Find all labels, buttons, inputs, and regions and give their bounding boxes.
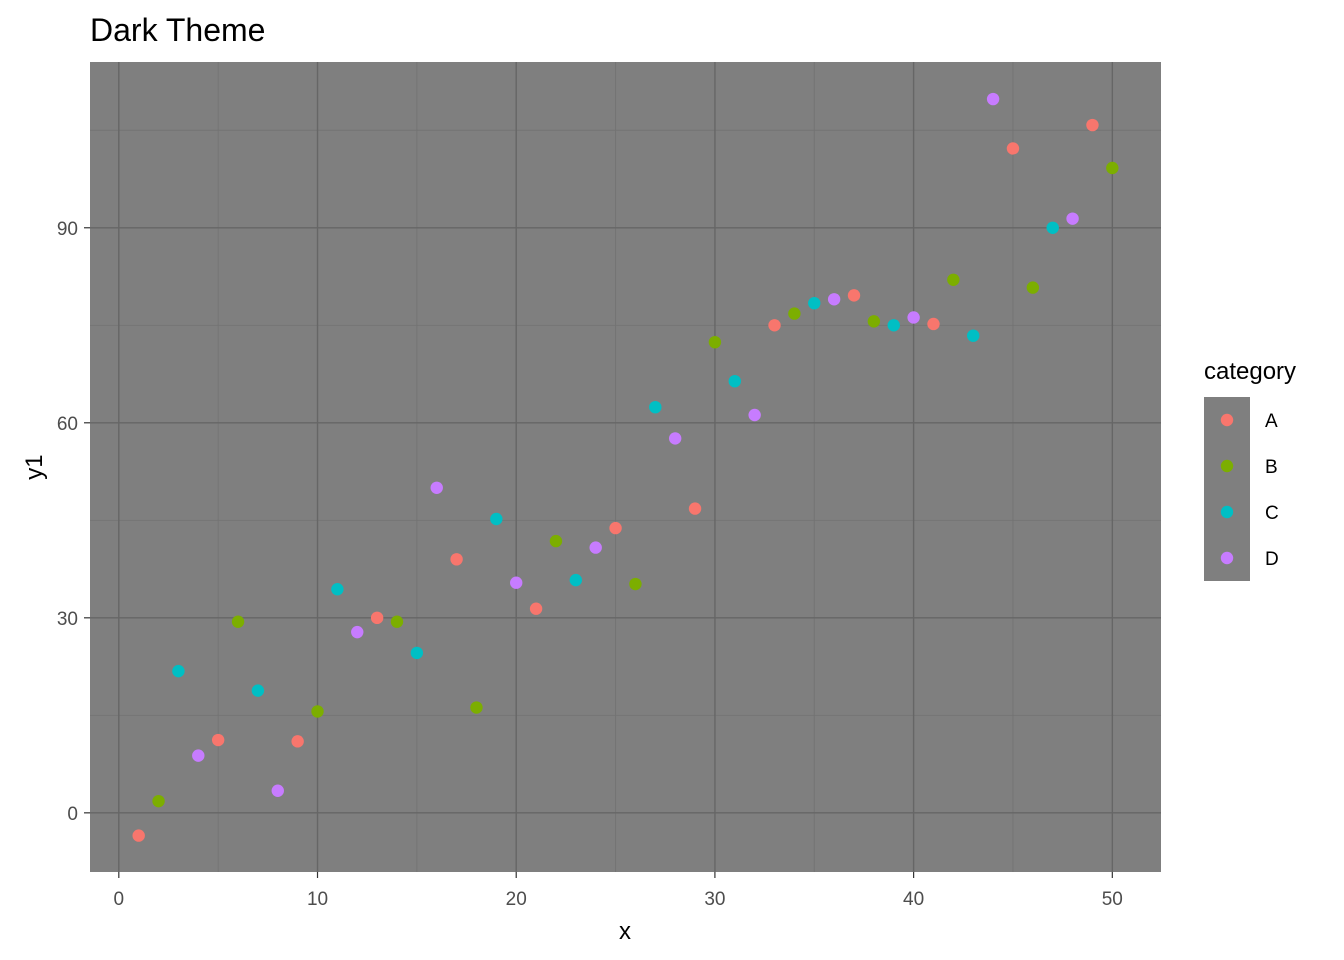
point-a (132, 829, 145, 842)
legend-label-d: D (1265, 549, 1279, 570)
legend-key-a (1220, 413, 1234, 427)
point-a (370, 611, 384, 625)
point-d (668, 432, 682, 445)
point-b (629, 577, 642, 591)
point-d (907, 311, 920, 324)
point-b (708, 335, 722, 349)
point-d (1066, 212, 1079, 225)
grid-lines (90, 62, 1161, 872)
point-a (847, 289, 861, 302)
y-axis-ticks: 0 30 60 90 (57, 219, 90, 825)
point-d (271, 784, 284, 797)
point-d (827, 293, 841, 306)
point-b (867, 315, 881, 328)
point-a (211, 733, 225, 747)
point-a (529, 602, 543, 615)
point-b (390, 615, 404, 628)
legend-key-d (1220, 551, 1234, 565)
point-a (1086, 118, 1099, 132)
point-b (311, 705, 324, 718)
point-c (251, 684, 265, 697)
point-c (1046, 221, 1059, 234)
legend-entries: A B C D (1220, 411, 1279, 570)
point-b (549, 534, 563, 548)
legend-key-background (1204, 397, 1250, 581)
point-b (947, 273, 960, 286)
legend-key-b (1220, 459, 1234, 473)
legend: category A B C D (1204, 358, 1296, 581)
x-tick-label: 40 (903, 889, 924, 910)
point-d (748, 408, 761, 422)
x-tick-label: 20 (506, 889, 527, 910)
x-tick-label: 30 (704, 889, 725, 910)
x-axis-title: x (619, 918, 631, 945)
y-axis-title: y1 (21, 454, 48, 479)
point-c (410, 646, 424, 660)
point-c (887, 319, 900, 332)
point-a (1006, 142, 1020, 155)
point-c (808, 296, 821, 310)
point-d (351, 625, 364, 639)
point-c (649, 400, 662, 414)
point-c (728, 374, 741, 388)
x-tick-label: 0 (114, 889, 125, 910)
legend-label-c: C (1265, 503, 1279, 524)
point-d (589, 541, 602, 554)
point-d (986, 92, 1000, 106)
legend-label-a: A (1265, 411, 1278, 432)
legend-label-b: B (1265, 457, 1278, 478)
point-b (152, 794, 165, 808)
plot-panel (90, 62, 1161, 872)
y-tick-label: 0 (67, 804, 78, 825)
x-axis-ticks: 0 10 20 30 40 50 (114, 872, 1123, 910)
point-a (768, 319, 781, 332)
point-c (967, 329, 980, 342)
point-b (1026, 281, 1040, 294)
point-c (490, 512, 503, 526)
chart-title: Dark Theme (90, 12, 265, 48)
point-a (291, 735, 304, 748)
y-tick-label: 90 (57, 219, 78, 240)
point-b (788, 307, 801, 320)
point-c (569, 573, 583, 587)
point-c (172, 664, 185, 678)
legend-title: category (1204, 358, 1296, 385)
point-c (331, 583, 344, 596)
point-b (1106, 161, 1119, 175)
point-d (192, 749, 205, 762)
point-a (927, 317, 940, 331)
point-a (609, 521, 622, 535)
point-a (450, 553, 463, 566)
data-points (132, 92, 1119, 842)
x-tick-label: 10 (307, 889, 328, 910)
point-b (231, 615, 245, 628)
y-tick-label: 30 (57, 609, 78, 630)
point-b (470, 701, 483, 714)
legend-key-c (1220, 505, 1234, 519)
x-tick-label: 50 (1102, 889, 1123, 910)
point-d (510, 576, 523, 589)
point-d (430, 481, 443, 495)
y-tick-label: 60 (57, 414, 78, 435)
point-a (688, 502, 702, 515)
